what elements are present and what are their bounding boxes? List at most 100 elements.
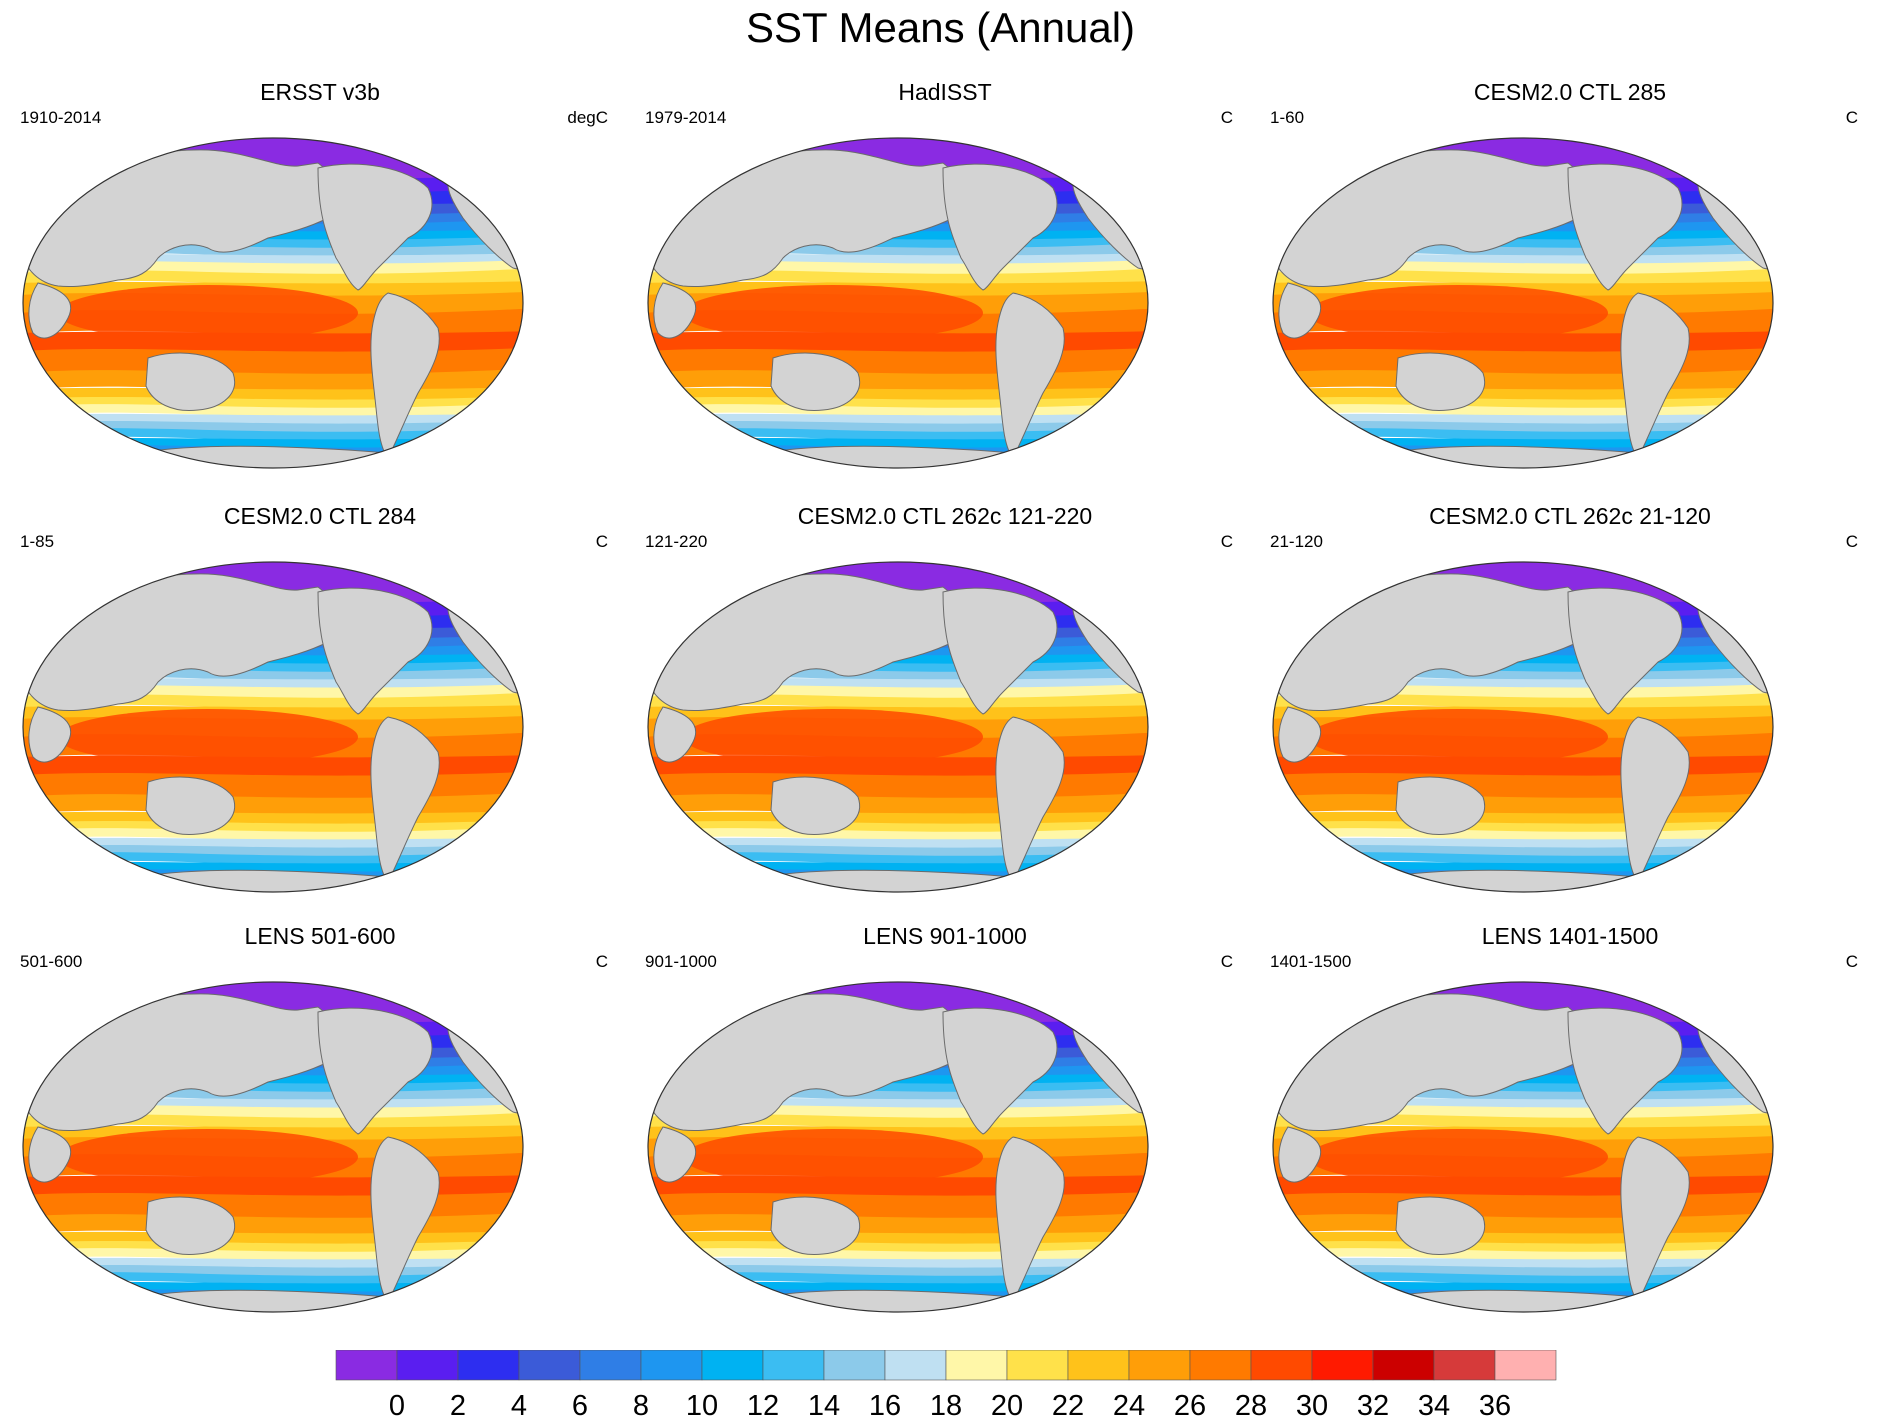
panel-title: LENS 501-600 [244,923,396,949]
landmass [23,573,340,711]
panel-period-label: 901-1000 [645,952,717,971]
landmass [770,1196,860,1256]
landmass [28,706,72,763]
landmass [653,706,697,763]
sst-contour-band [648,1112,1148,1131]
landmass [317,587,433,715]
sst-contour-band [1273,268,1773,287]
landmass [770,776,860,836]
globe-outline [647,137,1149,469]
sst-contour-band [1273,467,1773,468]
sst-map [1268,561,1778,918]
sst-contour-band [23,419,523,434]
landmass [1395,352,1485,412]
colorbar-swatch [823,1350,886,1381]
colorbar-swatch [1006,1350,1069,1381]
sst-contour-band [18,476,528,494]
sst-contour-band [648,692,1148,711]
colorbar-tick-label: 36 [1479,1390,1511,1422]
map-panel: LENS 1401-1500 1401-1500 C [1260,922,1880,1332]
sst-contour-band [18,900,528,918]
warm-pool-region [1308,1129,1608,1185]
sst-contour-band [1273,692,1773,711]
sst-contour-band [18,1320,528,1338]
landmass [1278,282,1322,339]
sst-contour-band [23,891,523,892]
sst-contour-band [648,891,1148,892]
landmass [1395,776,1485,836]
sst-contour-band [1268,900,1778,918]
landmass [1273,573,1590,711]
colorbar-tick-label: 12 [747,1390,779,1422]
globe-outline [647,561,1149,893]
sst-contour-band [1273,426,1773,443]
panel-title: LENS 1401-1500 [1481,923,1659,949]
colorbar-tick-label: 10 [686,1390,718,1422]
globe-outline [647,981,1149,1313]
colorbar-swatch [335,1350,398,1381]
warm-pool-region [58,1129,358,1185]
sst-contour-band [643,476,1153,494]
map-panel: LENS 501-600 501-600 C [10,922,630,1332]
landmass [761,1289,1125,1312]
sst-contour-band [23,1311,523,1312]
sst-map [18,137,528,494]
colorbar-tick-label: 4 [511,1390,527,1422]
sst-contour-band [648,1270,1148,1287]
colorbar-tick-label: 24 [1113,1390,1145,1422]
sst-contour-band [1273,891,1773,892]
landmass [317,1007,433,1135]
sst-contour-band [1268,1320,1778,1338]
panel-title: HadISST [898,79,992,105]
sst-map [647,981,1149,1313]
panel-period-label: 21-120 [1270,532,1323,551]
sst-contour-band [1273,1263,1773,1278]
sst-map [18,561,528,918]
warm-pool-region [58,709,358,765]
map-panel: CESM2.0 CTL 262c 21-120 21-120 C [1260,502,1880,912]
landmass [648,993,965,1131]
landmass [761,445,1125,468]
sst-contour-band [23,1112,523,1131]
sst-contour-band [1268,915,1778,918]
globe-outline [22,981,524,1313]
panel-units-label: C [1845,108,1858,127]
sst-contour-band [1268,1335,1778,1338]
map-panel: HadISST 1979-2014 C [635,78,1255,488]
panel-units-label: C [1845,952,1858,971]
landmass [648,573,965,711]
colorbar-tick-label: 6 [572,1390,588,1422]
sst-contour-band [23,692,523,711]
map-panel: CESM2.0 CTL 262c 121-220 121-220 C [635,502,1255,912]
colorbar-swatch [1494,1350,1557,1381]
colorbar-tick-label: 16 [869,1390,901,1422]
landmass [942,587,1058,715]
colorbar-swatch [1372,1350,1435,1381]
warm-pool-region [1308,285,1608,341]
sst-contour-band [643,491,1153,494]
sst-contour-band [648,843,1148,858]
panel-period-label: 1979-2014 [645,108,727,127]
colorbar-tick-label: 8 [633,1390,649,1422]
warm-pool-region [58,285,358,341]
panel-period-label: 501-600 [20,952,83,971]
colorbar-swatch [1311,1350,1374,1381]
colorbar-tick-label: 2 [450,1390,466,1422]
landmass [1567,1007,1683,1135]
panel-units-label: C [1220,952,1233,971]
landmass [1567,587,1683,715]
globe-outline [1272,561,1774,893]
colorbar-tick-label: 34 [1418,1390,1450,1422]
landmass [28,282,72,339]
panel-title: CESM2.0 CTL 285 [1473,79,1667,105]
sst-contour-band [1268,476,1778,494]
sst-contour-band [648,268,1148,287]
sst-contour-band [18,1335,528,1338]
sst-contour-band [23,1270,523,1287]
sst-contour-band [1268,491,1778,494]
panel-title: LENS 901-1000 [863,923,1027,949]
sst-contour-band [23,426,523,443]
sst-contour-band [643,915,1153,918]
sst-contour-band [1273,419,1773,434]
panel-period-label: 1401-1500 [1270,952,1352,971]
